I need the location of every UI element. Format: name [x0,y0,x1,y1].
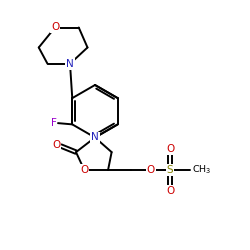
Text: O: O [146,165,155,175]
Text: O: O [51,22,59,32]
Text: O: O [166,144,174,154]
Text: O: O [166,186,174,196]
Text: O: O [80,165,88,175]
Text: O: O [52,140,60,150]
Text: CH$_3$: CH$_3$ [192,164,211,176]
Text: S: S [167,165,173,175]
Text: N: N [66,59,74,69]
Text: F: F [50,118,56,128]
Text: N: N [91,132,99,142]
